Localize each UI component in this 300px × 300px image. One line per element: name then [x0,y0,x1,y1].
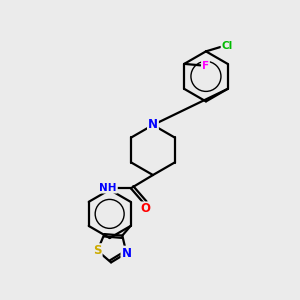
Text: Cl: Cl [221,41,233,51]
Text: F: F [202,61,209,71]
Text: N: N [148,118,158,131]
Text: NH: NH [99,183,117,193]
Text: O: O [141,202,151,215]
Text: N: N [122,247,131,260]
Text: S: S [93,244,102,257]
